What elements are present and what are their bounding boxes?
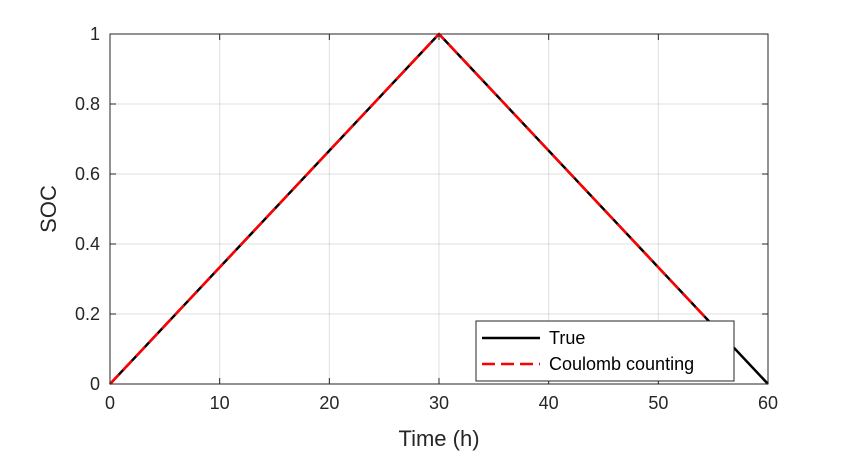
x-tick-label: 30: [429, 393, 449, 413]
legend-box: [475, 320, 735, 382]
y-tick-label: 1: [90, 24, 100, 44]
x-tick-label: 0: [105, 393, 115, 413]
y-tick-label: 0: [90, 374, 100, 394]
legend: True Coulomb counting: [475, 320, 735, 382]
y-tick-label: 0.8: [75, 94, 100, 114]
legend-label-true: True: [549, 328, 585, 348]
x-tick-label: 20: [319, 393, 339, 413]
legend-label-coulomb-counting: Coulomb counting: [549, 354, 694, 374]
axis-ticks: [109, 33, 769, 385]
y-tick-label: 0.2: [75, 304, 100, 324]
y-tick-label: 0.4: [75, 234, 100, 254]
x-tick-label: 60: [758, 393, 778, 413]
x-tick-label: 40: [539, 393, 559, 413]
x-tick-label: 10: [210, 393, 230, 413]
x-axis-title: Time (h): [398, 426, 479, 451]
y-tick-label: 0.6: [75, 164, 100, 184]
y-axis-title: SOC: [36, 185, 61, 233]
x-tick-label: 50: [648, 393, 668, 413]
tick-labels: 0 10 20 30 40 50 60 0 0.2 0.4 0.6 0.8 1: [75, 24, 778, 413]
